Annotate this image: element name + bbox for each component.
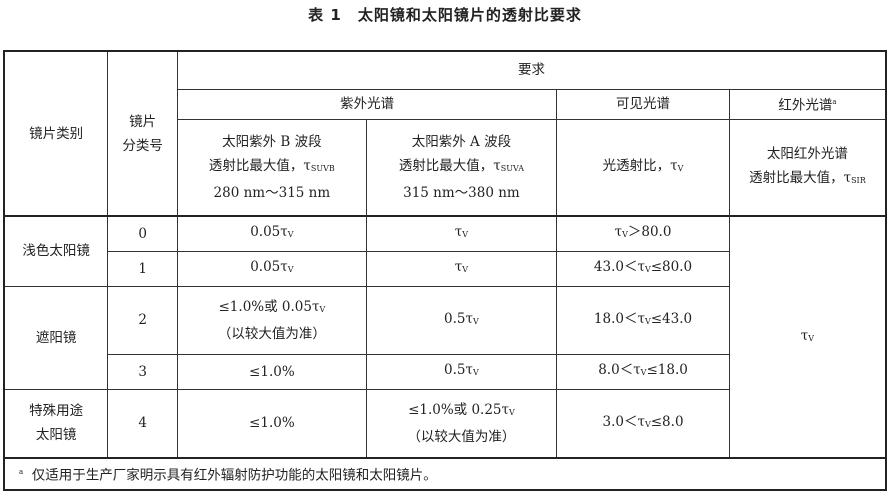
header-vis: 光透射比，τV <box>556 118 730 217</box>
vis-cell: τV＞80.0 <box>556 215 730 252</box>
uvb-cell: ≤1.0% <box>177 388 367 459</box>
header-uv: 紫外光谱 <box>177 88 558 120</box>
class-no: 4 <box>107 388 179 459</box>
header-irh: 太阳红外光谱 透射比最大值，τSIR <box>728 118 887 217</box>
transmittance-table: 镜片类别 镜片 分类号 要求 紫外光谱 可见光谱 红外光谱a 太阳紫外 B 波段… <box>3 50 887 491</box>
table-row: 特殊用途 太阳镜 4 ≤1.0% ≤1.0%或 0.25τV （以较大值为准） 3… <box>3 388 886 459</box>
class-no: 2 <box>107 285 179 355</box>
header-category: 镜片类别 <box>3 50 109 217</box>
uva-cell: τV <box>365 250 558 287</box>
uvb-cell: ≤1.0%或 0.05τV （以较大值为准） <box>177 285 367 355</box>
vis-cell: 8.0＜τV≤18.0 <box>556 353 730 390</box>
table-row: 3 ≤1.0% 0.5τV 8.0＜τV≤18.0 <box>4 353 886 390</box>
uva-cell: 0.5τV <box>365 285 558 355</box>
header-class-no: 镜片 分类号 <box>107 50 179 217</box>
header-uvb: 太阳紫外 B 波段 透射比最大值，τSUVB 280 nm～315 nm <box>177 118 367 217</box>
uvb-cell: 0.05τV <box>177 215 367 252</box>
uvb-cell: 0.05τV <box>177 250 367 287</box>
header-visible: 可见光谱 <box>556 88 730 120</box>
table-title: 表 1 太阳镜和太阳镜片的透射比要求 <box>308 6 582 24</box>
uva-cell: ≤1.0%或 0.25τV （以较大值为准） <box>365 388 558 459</box>
ir-cell: τV <box>728 215 887 459</box>
uvb-cell: ≤1.0% <box>177 353 367 390</box>
footnote: a 仅适用于生产厂家明示具有红外辐射防护功能的太阳镜和太阳镜片。 <box>3 457 887 491</box>
header-requirements: 要求 <box>177 50 887 90</box>
uva-cell: 0.5τV <box>365 353 558 390</box>
class-no: 3 <box>107 353 179 390</box>
class-no: 1 <box>107 250 179 287</box>
table-row: 遮阳镜 2 ≤1.0%或 0.05τV （以较大值为准） 0.5τV 18.0＜τ… <box>3 285 886 390</box>
class-no: 0 <box>107 215 179 252</box>
uva-cell: τV <box>365 215 558 252</box>
group-label: 浅色太阳镜 <box>3 215 109 287</box>
header-uva: 太阳紫外 A 波段 透射比最大值，τSUVA 315 nm～380 nm <box>365 118 558 217</box>
group-label: 特殊用途 太阳镜 <box>3 388 109 459</box>
header-ir: 红外光谱a <box>728 88 887 120</box>
table-row: 1 0.05τV τV 43.0＜τV≤80.0 <box>4 250 886 287</box>
vis-cell: 3.0＜τV≤8.0 <box>556 388 730 459</box>
vis-cell: 43.0＜τV≤80.0 <box>556 250 730 287</box>
table-row: 浅色太阳镜 0 0.05τV τV τV＞80.0 τV <box>3 215 887 459</box>
group-label: 遮阳镜 <box>3 285 109 390</box>
vis-cell: 18.0＜τV≤43.0 <box>556 285 730 355</box>
